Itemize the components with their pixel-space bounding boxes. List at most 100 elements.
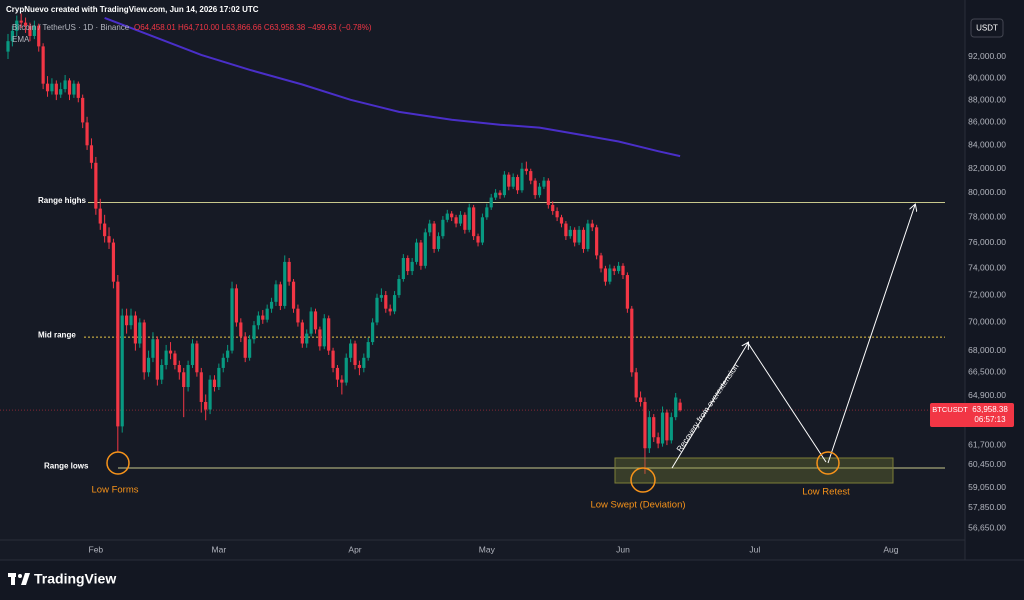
candle-body bbox=[243, 336, 247, 358]
candle-body bbox=[138, 322, 142, 344]
candle-body bbox=[85, 122, 89, 146]
candle-body bbox=[103, 223, 107, 237]
candle-body bbox=[397, 279, 401, 296]
y-tick-label: 64,900.00 bbox=[968, 390, 1006, 400]
candle-body bbox=[463, 214, 467, 230]
candle-body bbox=[379, 295, 383, 298]
level-label: Range lows bbox=[44, 462, 89, 471]
x-tick-label: Apr bbox=[348, 544, 361, 554]
candle-body bbox=[428, 223, 432, 233]
candle-body bbox=[656, 437, 660, 444]
candle-body bbox=[542, 180, 546, 187]
candle-body bbox=[168, 350, 173, 354]
candle-body bbox=[146, 357, 151, 373]
candle-body bbox=[647, 417, 651, 449]
candle-body bbox=[160, 365, 164, 380]
candle-body bbox=[19, 20, 23, 23]
candle-body bbox=[392, 295, 397, 312]
candle-body bbox=[120, 315, 124, 427]
price-tag bbox=[930, 403, 1014, 427]
candle-body bbox=[564, 223, 568, 237]
candle-body bbox=[366, 342, 370, 358]
candle-body bbox=[410, 261, 414, 272]
logo-shape bbox=[18, 574, 22, 578]
candle-body bbox=[344, 357, 348, 383]
candle-body bbox=[164, 350, 168, 366]
candle-body bbox=[537, 186, 542, 196]
candle-body bbox=[98, 208, 102, 224]
candle-body bbox=[274, 284, 278, 302]
candle-body bbox=[239, 322, 243, 337]
marks-layer: Range highs Mid range Range lows bbox=[0, 13, 945, 474]
candle-body bbox=[450, 213, 454, 218]
y-tick-label: 90,000.00 bbox=[968, 72, 1006, 82]
candle-body bbox=[581, 229, 586, 249]
candle-body bbox=[524, 168, 528, 172]
candle-body bbox=[155, 339, 159, 380]
candle-body bbox=[269, 301, 274, 309]
candle-body bbox=[32, 25, 36, 36]
annotation: Low Retest bbox=[802, 487, 850, 498]
candle-body bbox=[10, 30, 14, 42]
candle-body bbox=[432, 223, 436, 249]
candle-body bbox=[67, 80, 72, 95]
candle-body bbox=[173, 353, 177, 366]
candle-body bbox=[107, 236, 111, 243]
candle-body bbox=[660, 412, 665, 444]
candle-body bbox=[630, 308, 634, 373]
y-tick-label: 86,000.00 bbox=[968, 117, 1006, 127]
candle-body bbox=[599, 255, 603, 269]
candle-body bbox=[278, 284, 282, 306]
countdown: 06:57:13 bbox=[974, 415, 1006, 424]
chart-title: Bitcoin / TetherUS · 1D · Binance bbox=[12, 23, 130, 32]
candle-body bbox=[494, 192, 498, 198]
candle-body bbox=[59, 89, 63, 95]
candle-body bbox=[608, 268, 612, 282]
level-label: Mid range bbox=[38, 331, 76, 340]
level-label: Range highs bbox=[38, 196, 87, 205]
candle-body bbox=[305, 333, 309, 344]
y-tick-label: 61,700.00 bbox=[968, 439, 1006, 449]
candle-body bbox=[419, 242, 423, 266]
candle-body bbox=[617, 265, 621, 272]
candle-body bbox=[76, 83, 80, 98]
candle-body bbox=[384, 295, 388, 309]
candle-body bbox=[322, 318, 326, 347]
y-tick-label: 59,050.00 bbox=[968, 482, 1006, 492]
currency-button[interactable] bbox=[970, 18, 1004, 38]
y-tick-label: 78,000.00 bbox=[968, 212, 1006, 222]
candle-body bbox=[125, 315, 129, 326]
candle-body bbox=[353, 343, 357, 366]
candle-body bbox=[586, 223, 590, 249]
candle-body bbox=[498, 192, 502, 196]
x-tick-label: May bbox=[479, 544, 496, 554]
candle-body bbox=[151, 339, 155, 358]
candle-body bbox=[371, 322, 375, 343]
currency-label[interactable]: USDT bbox=[976, 24, 998, 33]
candle-body bbox=[595, 227, 599, 256]
candle-body bbox=[226, 350, 230, 358]
candle-body bbox=[63, 80, 67, 90]
candle-body bbox=[476, 236, 480, 243]
candle-body bbox=[555, 211, 559, 218]
candle-body bbox=[182, 372, 186, 388]
candle-body bbox=[489, 197, 493, 208]
y-tick-label: 84,000.00 bbox=[968, 140, 1006, 150]
candle-body bbox=[327, 318, 331, 351]
candle-body bbox=[248, 339, 252, 358]
annotation-circle bbox=[106, 451, 130, 475]
candle-body bbox=[212, 379, 217, 388]
y-tick-label: 80,000.00 bbox=[968, 187, 1006, 197]
candle-body bbox=[45, 83, 50, 92]
candle-body bbox=[401, 258, 405, 280]
candle-body bbox=[133, 315, 137, 344]
candle-body bbox=[94, 162, 98, 209]
y-tick-label: 70,000.00 bbox=[968, 317, 1006, 327]
candle-body bbox=[511, 177, 515, 187]
candle-body bbox=[643, 401, 647, 449]
candle-body bbox=[436, 236, 441, 249]
candle-body bbox=[129, 315, 133, 326]
candle-body bbox=[204, 401, 208, 410]
candle-body bbox=[577, 229, 581, 243]
candle-body bbox=[111, 242, 116, 282]
